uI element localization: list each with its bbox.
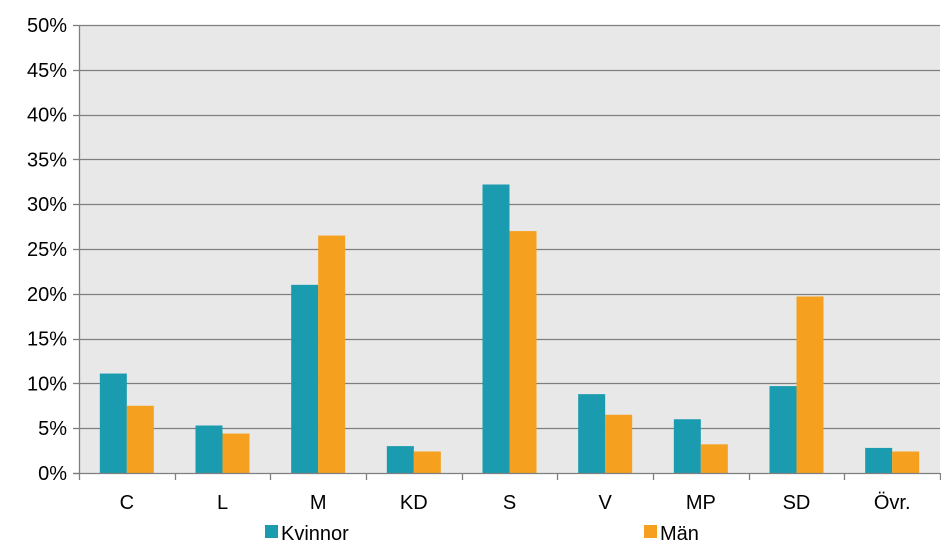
y-tick-label: 40%: [27, 105, 67, 127]
bar-kvinnor-m: [291, 284, 319, 473]
bar-m-n--vr-: [892, 451, 920, 473]
bar-kvinnor-kd: [386, 446, 414, 473]
bar-m-n-sd: [796, 296, 824, 473]
bar-m-n-m: [318, 235, 346, 473]
y-tick-label: 35%: [27, 149, 67, 171]
x-category-label: M: [310, 492, 327, 514]
x-category-label: V: [598, 492, 612, 514]
legend-swatch-m-n: [644, 525, 657, 538]
bar-m-n-mp: [700, 444, 728, 473]
legend-swatch-kvinnor: [265, 525, 278, 538]
bar-m-n-v: [605, 414, 633, 473]
x-category-label: Övr.: [874, 492, 911, 514]
x-axis-category-labels: C L M KD S V MP SD Övr.: [120, 492, 911, 514]
y-tick-label: 0%: [38, 463, 67, 485]
y-tick-label: 5%: [38, 418, 67, 440]
y-tick-label: 30%: [27, 194, 67, 216]
bar-kvinnor-mp: [673, 419, 701, 473]
y-tick-label: 20%: [27, 284, 67, 306]
axes: [73, 24, 941, 480]
bar-kvinnor-l: [195, 425, 223, 473]
x-category-label: S: [503, 492, 516, 514]
bar-m-n-c: [126, 405, 154, 473]
bar-kvinnor-s: [482, 184, 510, 473]
x-category-label: SD: [783, 492, 811, 514]
y-tick-label: 45%: [27, 60, 67, 82]
y-tick-label: 25%: [27, 239, 67, 261]
x-category-label: L: [217, 492, 228, 514]
bar-kvinnor-sd: [769, 386, 797, 473]
bars: [99, 184, 920, 473]
x-category-label: KD: [400, 492, 428, 514]
y-tick-label: 10%: [27, 373, 67, 395]
bar-kvinnor-c: [99, 373, 127, 473]
y-tick-label: 15%: [27, 329, 67, 351]
bar-m-n-kd: [413, 451, 441, 473]
legend-label: Kvinnor: [281, 523, 349, 545]
bar-m-n-s: [509, 231, 537, 473]
y-axis-tick-labels: 0% 5% 10% 15% 20% 25% 30% 35% 40% 45% 50%: [27, 15, 67, 485]
x-category-label: C: [120, 492, 134, 514]
bar-kvinnor--vr-: [865, 447, 893, 473]
y-tick-label: 50%: [27, 15, 67, 37]
legend: Kvinnor Män: [265, 523, 699, 545]
legend-label: Män: [660, 523, 699, 545]
x-category-label: MP: [686, 492, 716, 514]
bar-m-n-l: [222, 433, 250, 473]
bar-kvinnor-v: [578, 394, 606, 473]
